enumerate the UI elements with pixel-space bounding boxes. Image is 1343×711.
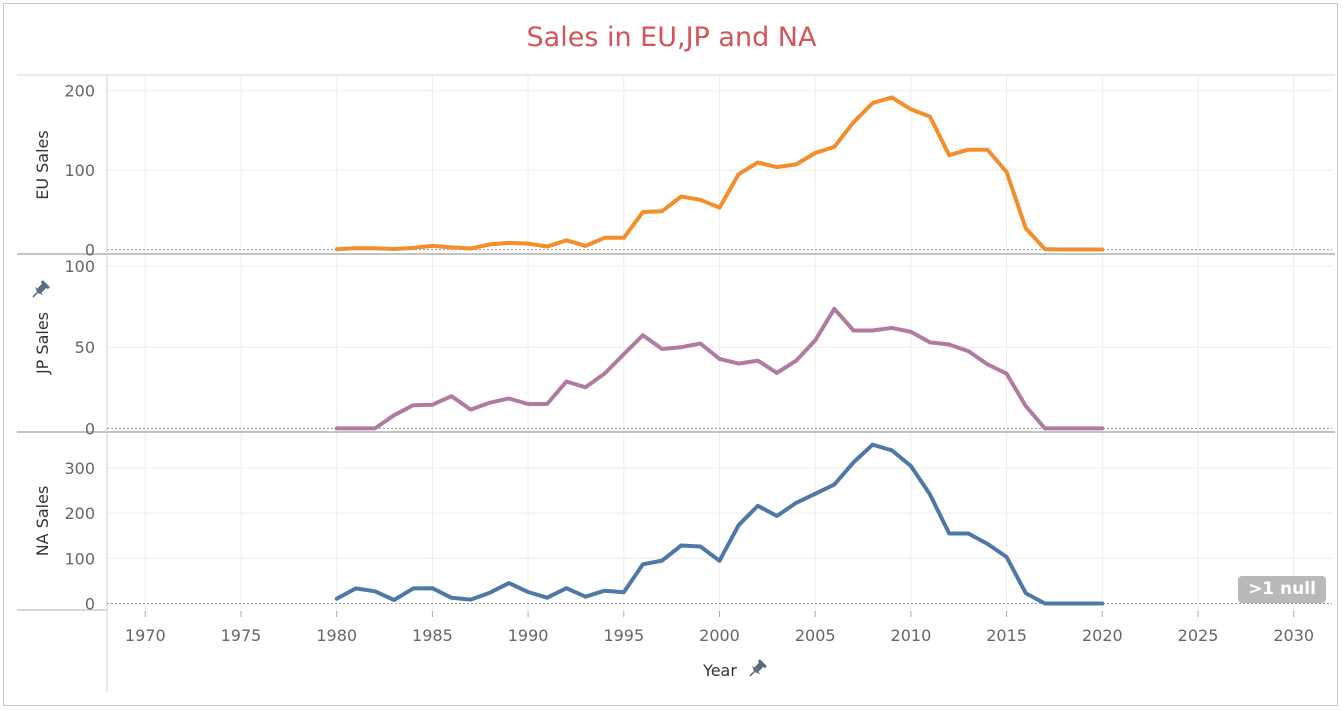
x-tick-label: 2005: [795, 626, 836, 645]
chart-title: Sales in EU,JP and NA: [526, 22, 817, 53]
pin-icon-body: [754, 661, 765, 672]
null-indicator-badge[interactable]: >1 null: [1238, 576, 1326, 603]
chart-frame: [3, 3, 1338, 706]
y-tick-label: 200: [64, 82, 95, 101]
x-tick-label: 2010: [891, 626, 932, 645]
series-line-na-sales[interactable]: [334, 442, 1105, 606]
y-axis-title[interactable]: EU Sales: [33, 130, 52, 200]
x-tick-label: 1985: [412, 626, 453, 645]
x-tick-label: 2015: [986, 626, 1027, 645]
y-tick-label: 300: [64, 459, 95, 478]
pin-icon[interactable]: [746, 658, 768, 680]
y-tick-label: 50: [75, 338, 95, 357]
x-tick-label: 1980: [316, 626, 357, 645]
pin-icon-head: [757, 659, 767, 669]
x-tick-label: 1990: [508, 626, 549, 645]
x-tick-label: 2025: [1178, 626, 1219, 645]
pin-icon-head: [40, 280, 50, 290]
y-axis-title[interactable]: JP Sales: [33, 312, 52, 375]
pin-icon-body: [37, 282, 48, 293]
x-tick-label: 2000: [699, 626, 740, 645]
y-tick-label: 100: [64, 549, 95, 568]
pin-icon-needle: [32, 292, 38, 298]
series-line-eu-sales[interactable]: [334, 95, 1105, 252]
y-tick-label: 0: [85, 419, 95, 438]
y-tick-label: 100: [64, 161, 95, 180]
x-tick-label: 2020: [1082, 626, 1123, 645]
x-axis-title[interactable]: Year: [702, 661, 737, 680]
x-tick-label: 1995: [603, 626, 644, 645]
series-line-jp-sales[interactable]: [334, 306, 1105, 431]
y-tick-label: 200: [64, 504, 95, 523]
pin-icon[interactable]: [29, 279, 51, 301]
x-tick-label: 2030: [1273, 626, 1314, 645]
pin-icon-needle: [749, 671, 755, 677]
x-tick-label: 1970: [125, 626, 166, 645]
y-tick-label: 0: [85, 241, 95, 260]
y-tick-label: 0: [85, 594, 95, 613]
y-axis-title[interactable]: NA Sales: [33, 486, 52, 557]
y-tick-label: 100: [64, 257, 95, 276]
x-tick-label: 1975: [221, 626, 262, 645]
